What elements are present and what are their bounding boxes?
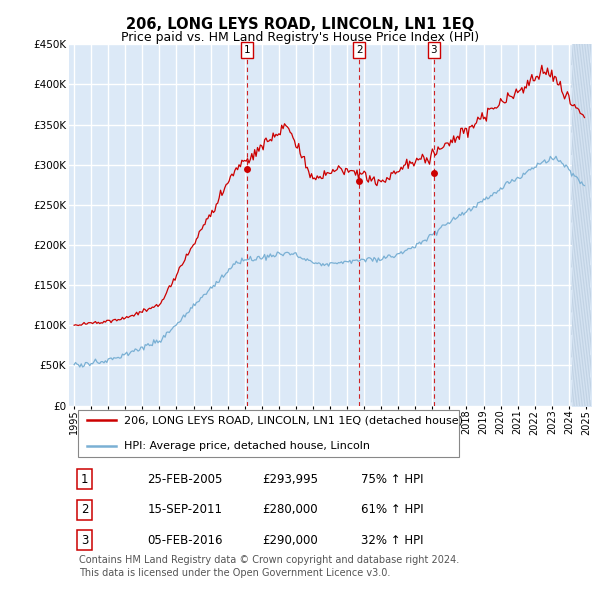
Text: 1: 1 [81,473,88,486]
Text: £290,000: £290,000 [262,533,318,546]
Text: Price paid vs. HM Land Registry's House Price Index (HPI): Price paid vs. HM Land Registry's House … [121,31,479,44]
Text: £280,000: £280,000 [262,503,318,516]
Text: 32% ↑ HPI: 32% ↑ HPI [361,533,424,546]
Text: £293,995: £293,995 [262,473,318,486]
Text: 206, LONG LEYS ROAD, LINCOLN, LN1 1EQ (detached house): 206, LONG LEYS ROAD, LINCOLN, LN1 1EQ (d… [124,415,463,425]
Text: 15-SEP-2011: 15-SEP-2011 [148,503,223,516]
Text: 75% ↑ HPI: 75% ↑ HPI [361,473,424,486]
Text: 206, LONG LEYS ROAD, LINCOLN, LN1 1EQ: 206, LONG LEYS ROAD, LINCOLN, LN1 1EQ [126,17,474,32]
Text: 25-FEB-2005: 25-FEB-2005 [148,473,223,486]
Text: 3: 3 [81,533,88,546]
Text: Contains HM Land Registry data © Crown copyright and database right 2024.
This d: Contains HM Land Registry data © Crown c… [79,555,460,579]
Text: 2: 2 [81,503,88,516]
Text: 61% ↑ HPI: 61% ↑ HPI [361,503,424,516]
FancyBboxPatch shape [79,410,460,457]
Text: 05-FEB-2016: 05-FEB-2016 [148,533,223,546]
Text: 2: 2 [356,45,362,55]
Text: 1: 1 [244,45,250,55]
Text: HPI: Average price, detached house, Lincoln: HPI: Average price, detached house, Linc… [124,441,370,451]
Text: 3: 3 [431,45,437,55]
